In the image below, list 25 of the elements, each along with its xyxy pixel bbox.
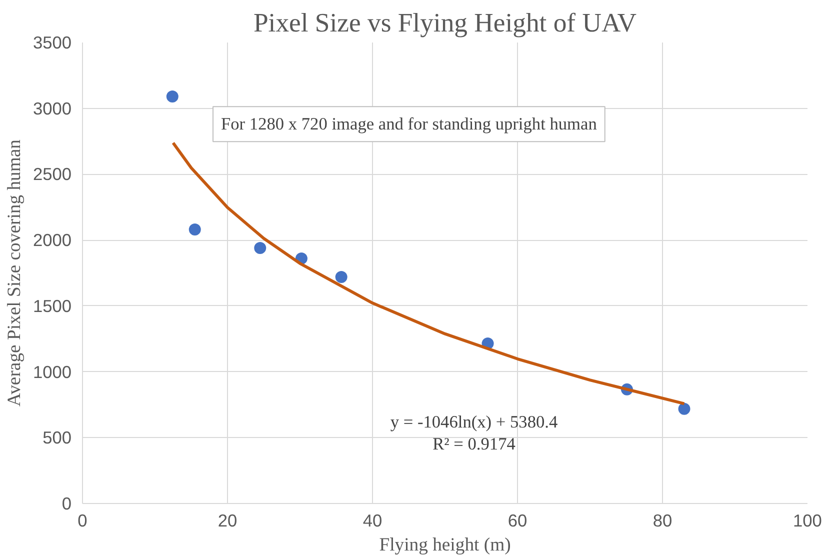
x-axis-title: Flying height (m) [379,534,511,556]
y-tick-label: 3500 [32,32,72,52]
point [335,270,348,283]
x-tick-label: 40 [362,510,382,530]
x-tick-label: 60 [508,510,528,530]
y-tick-label: 2500 [32,164,72,184]
point [188,224,201,236]
y-tick-label: 2000 [32,230,72,250]
annotation: For 1280 x 720 image and for standing upright human [221,114,598,134]
chart-title: Pixel Size vs Flying Height of UAV [253,8,637,38]
point [166,90,178,102]
y-tick-label: 3000 [32,98,72,118]
annotation: y = -1046ln(x) + 5380.4 [390,412,558,432]
x-tick-label: 80 [652,510,672,530]
y-tick-label: 1000 [32,362,72,382]
y-axis-title: Average Pixel Size covering human [4,138,25,406]
x-tick-label: 100 [793,510,822,530]
y-tick-label: 1500 [32,296,72,316]
point [254,242,266,254]
point [678,402,690,415]
y-tick-label: 500 [42,428,72,448]
x-tick-label: 20 [218,510,238,530]
annotation: R² = 0.9174 [432,434,516,454]
y-tick-label: 0 [62,494,72,514]
x-tick-label: 0 [78,510,88,530]
